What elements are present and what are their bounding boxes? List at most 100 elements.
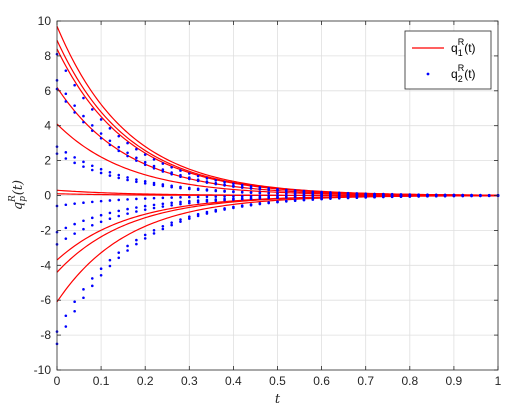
series-q2-point <box>479 194 482 198</box>
legend-entry-1-base: q <box>451 41 458 55</box>
y-tick-label: 4 <box>44 119 51 133</box>
series-q2-point <box>152 228 156 232</box>
series-q2-point <box>285 200 288 203</box>
series-q2-point <box>90 129 94 132</box>
series-q2-point <box>214 182 218 186</box>
series-q2-point <box>143 197 147 200</box>
series-q2-point <box>143 160 147 164</box>
series-q2-point <box>135 178 138 181</box>
y-axis-label-arg: (t) <box>11 180 26 195</box>
series-q2-point <box>196 174 200 178</box>
series-q2-point <box>126 207 129 211</box>
series-q2-point <box>90 108 94 111</box>
series-q2-point <box>426 195 429 198</box>
series-q2-point <box>179 175 182 179</box>
series-q2-point <box>399 195 403 198</box>
y-tick-label: -2 <box>40 223 51 237</box>
series-q2-point <box>223 184 226 187</box>
series-q2-point <box>205 212 209 215</box>
y-tick-label: -6 <box>40 293 51 307</box>
series-q2-point <box>99 132 103 135</box>
series-q2-point <box>240 191 244 194</box>
series-q2-point <box>135 238 138 242</box>
series-q2-point <box>82 219 85 223</box>
y-tick-label: 8 <box>44 49 51 63</box>
series-q2-point <box>240 183 244 187</box>
series-q2-point <box>267 196 270 200</box>
series-q2-point <box>337 197 341 200</box>
series-q2-point <box>99 220 103 224</box>
series-q2-point <box>99 167 103 171</box>
series-q2-point <box>232 198 235 201</box>
y-tick-label: 2 <box>44 154 51 168</box>
series-q2-point <box>152 203 156 207</box>
series-q2-point <box>143 208 147 211</box>
series-q2-point <box>73 83 76 87</box>
series-q2-point <box>152 166 156 170</box>
series-q2-point <box>152 196 156 200</box>
series-q2-point <box>152 232 156 235</box>
series-q2-point <box>461 194 465 198</box>
series-q2-point <box>99 213 103 217</box>
series-q2-point <box>205 189 209 192</box>
series-q2-point <box>73 111 76 114</box>
series-q2-point <box>267 201 270 205</box>
series-q2-point <box>285 196 288 199</box>
series-q2-point <box>179 186 182 190</box>
series-q2-point <box>196 200 200 204</box>
series-q2-point <box>232 185 235 188</box>
legend-entry-2: q2R(t) <box>451 63 476 84</box>
series-q2-point <box>135 197 138 201</box>
series-q2-point <box>443 194 447 198</box>
series-q2-point <box>99 267 103 271</box>
series-q2-point <box>82 296 85 300</box>
series-q2-point <box>143 237 147 240</box>
y-tick-labels: -10 -8 -6 -4 -2 0 2 4 6 8 10 <box>34 14 52 377</box>
series-q2-point <box>214 210 218 213</box>
series-q2-point <box>293 195 297 199</box>
series-q2-point <box>205 195 209 199</box>
series-q2-point <box>126 198 129 201</box>
y-tick-label: 10 <box>38 14 52 28</box>
series-q2-point <box>170 172 173 176</box>
series-q2-point <box>276 196 279 199</box>
y-tick-label: 0 <box>44 189 51 203</box>
series-q2-point <box>161 227 165 231</box>
x-tick-label: 0.2 <box>137 374 154 388</box>
series-q2-point <box>390 195 394 199</box>
series-q2-point <box>108 127 112 130</box>
series-q2-point <box>161 162 165 165</box>
series-q2-point <box>223 180 226 184</box>
series-q2-point <box>223 208 226 211</box>
series-q2-point <box>161 168 165 171</box>
series-q2-point <box>135 242 138 246</box>
series-q2-point <box>329 197 332 200</box>
series-q2-point <box>117 134 121 138</box>
series-q2-point <box>293 199 297 203</box>
series-q2-point <box>188 187 191 191</box>
series-q2-point <box>108 264 112 268</box>
series-q2-point <box>232 182 235 185</box>
series-q2-point <box>99 273 103 277</box>
series-q2-point <box>285 189 288 193</box>
series-q2-point <box>90 223 94 227</box>
series-q2-point <box>179 196 182 199</box>
series-q2-point <box>188 177 191 181</box>
series-q2-point <box>108 217 112 221</box>
series-q2-point <box>170 196 173 199</box>
series-q2-point <box>267 192 270 195</box>
series-q2-point <box>249 191 253 195</box>
series-q2-point <box>214 195 218 198</box>
series-q2-point <box>90 168 94 172</box>
series-q2-point <box>205 181 209 184</box>
series-q2-point <box>196 195 200 199</box>
y-tick-label: -8 <box>40 328 51 342</box>
series-q2-point <box>188 199 191 203</box>
x-tick-label: 0.8 <box>401 374 418 388</box>
series-q2-point <box>143 180 147 183</box>
series-q2-point <box>90 200 94 204</box>
series-q2-point <box>117 198 121 202</box>
legend-entry-1-sub: 1 <box>458 48 463 58</box>
series-q2-point <box>232 190 235 194</box>
series-q2-point <box>82 160 85 164</box>
